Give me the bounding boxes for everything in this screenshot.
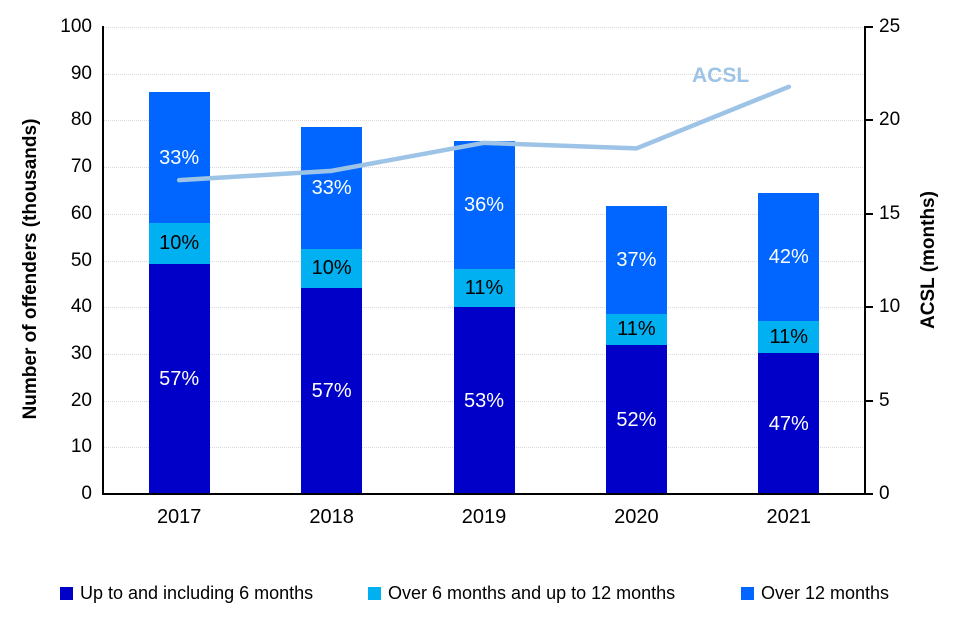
bar-percent-label: 10%	[159, 232, 200, 255]
legend-marker-swatch	[60, 586, 73, 600]
legend-label: Up to and including 6 months	[80, 582, 314, 603]
y-axis-tick-label: 80	[70, 109, 92, 131]
y-axis-tick-label: 50	[70, 249, 92, 271]
y2-axis-tick-mark	[866, 119, 873, 122]
bar-segment: 36%	[453, 140, 515, 270]
legend: Up to and including 6 months Over 6 month…	[0, 580, 960, 606]
bar-segment: 33%	[148, 91, 210, 224]
x-axis-category-label: 2019	[461, 506, 507, 528]
y2-axis-tick-mark	[866, 212, 873, 215]
bar-percent-label: 47%	[768, 412, 809, 435]
y2-axis-tick-label: 15	[879, 202, 901, 224]
y2-axis-tick-mark	[866, 306, 873, 309]
x-axis-category-label: 2017	[156, 506, 202, 528]
right-axis-line	[864, 26, 866, 495]
bar-percent-label: 11%	[464, 277, 504, 300]
y-axis-tick-label: 100	[60, 16, 92, 37]
bar-segment: 47%	[758, 353, 820, 494]
right-axis-title: ACSL (months)	[918, 191, 939, 329]
y-axis-tick-label: 0	[81, 483, 92, 504]
legend-item: Over 6 months and up to 12 months	[368, 580, 675, 606]
y-axis-tick-label: 40	[70, 296, 92, 318]
bar-segment: 11%	[758, 320, 820, 354]
bar-segment: 52%	[605, 345, 667, 494]
bar-percent-label: 52%	[616, 408, 657, 431]
y-axis-tick-label: 20	[70, 389, 92, 411]
bar-percent-label: 36%	[463, 194, 505, 217]
legend-marker-swatch	[368, 586, 381, 600]
bar-segment: 57%	[148, 263, 210, 494]
bar-segment: 57%	[301, 287, 363, 494]
y2-axis-tick-label: 25	[879, 16, 901, 37]
grid-line	[103, 73, 865, 75]
bar-segment: 10%	[148, 223, 210, 264]
bar-segment: 10%	[301, 248, 363, 288]
left-axis-line	[102, 26, 104, 495]
bar-percent-label: 33%	[159, 146, 200, 169]
bar-percent-label: 42%	[768, 245, 809, 268]
bar-percent-label: 11%	[769, 326, 809, 349]
x-axis-line	[102, 493, 872, 495]
x-axis-category-label: 2018	[309, 506, 354, 528]
y-axis-tick-label: 10	[70, 436, 92, 458]
y2-axis-tick-label: 10	[879, 296, 901, 318]
y2-axis-tick-label: 20	[879, 109, 901, 131]
legend-label: Over 12 months	[761, 582, 890, 603]
y-axis-tick-label: 60	[70, 202, 92, 224]
grid-line	[103, 27, 865, 28]
bar-percent-label: 53%	[463, 389, 505, 412]
legend-label: Over 6 months and up to 12 months	[388, 582, 676, 603]
y2-axis-tick-mark	[866, 26, 873, 28]
bar-percent-label: 57%	[159, 367, 200, 390]
legend-item: Up to and including 6 months	[60, 580, 313, 606]
y2-axis-tick-mark	[866, 399, 873, 402]
bar-segment: 53%	[453, 307, 515, 494]
bar-percent-label: 10%	[311, 257, 352, 280]
x-axis-category-label: 2020	[614, 506, 659, 528]
y-axis-tick-label: 90	[70, 62, 92, 84]
grid-line	[103, 120, 865, 122]
y-axis-tick-label: 70	[70, 156, 92, 178]
bar-segment: 33%	[301, 126, 363, 249]
y2-axis-tick-label: 5	[879, 389, 890, 411]
bar-segment: 11%	[605, 313, 667, 346]
x-axis-category-label: 2021	[766, 506, 812, 528]
bar-percent-label: 11%	[617, 318, 656, 341]
bar-segment: 42%	[758, 192, 820, 321]
bar-percent-label: 57%	[311, 379, 352, 402]
bar-segment: 11%	[453, 269, 515, 308]
bar-segment: 37%	[605, 205, 667, 314]
acsl-line-label: ACSL	[692, 64, 750, 87]
bar-percent-label: 37%	[616, 248, 657, 271]
bar-percent-label: 33%	[311, 176, 352, 199]
legend-item: Over 12 months	[741, 580, 889, 606]
legend-marker-swatch	[741, 586, 754, 600]
y2-axis-tick-label: 0	[879, 483, 890, 504]
y-axis-tick-label: 30	[70, 342, 92, 364]
